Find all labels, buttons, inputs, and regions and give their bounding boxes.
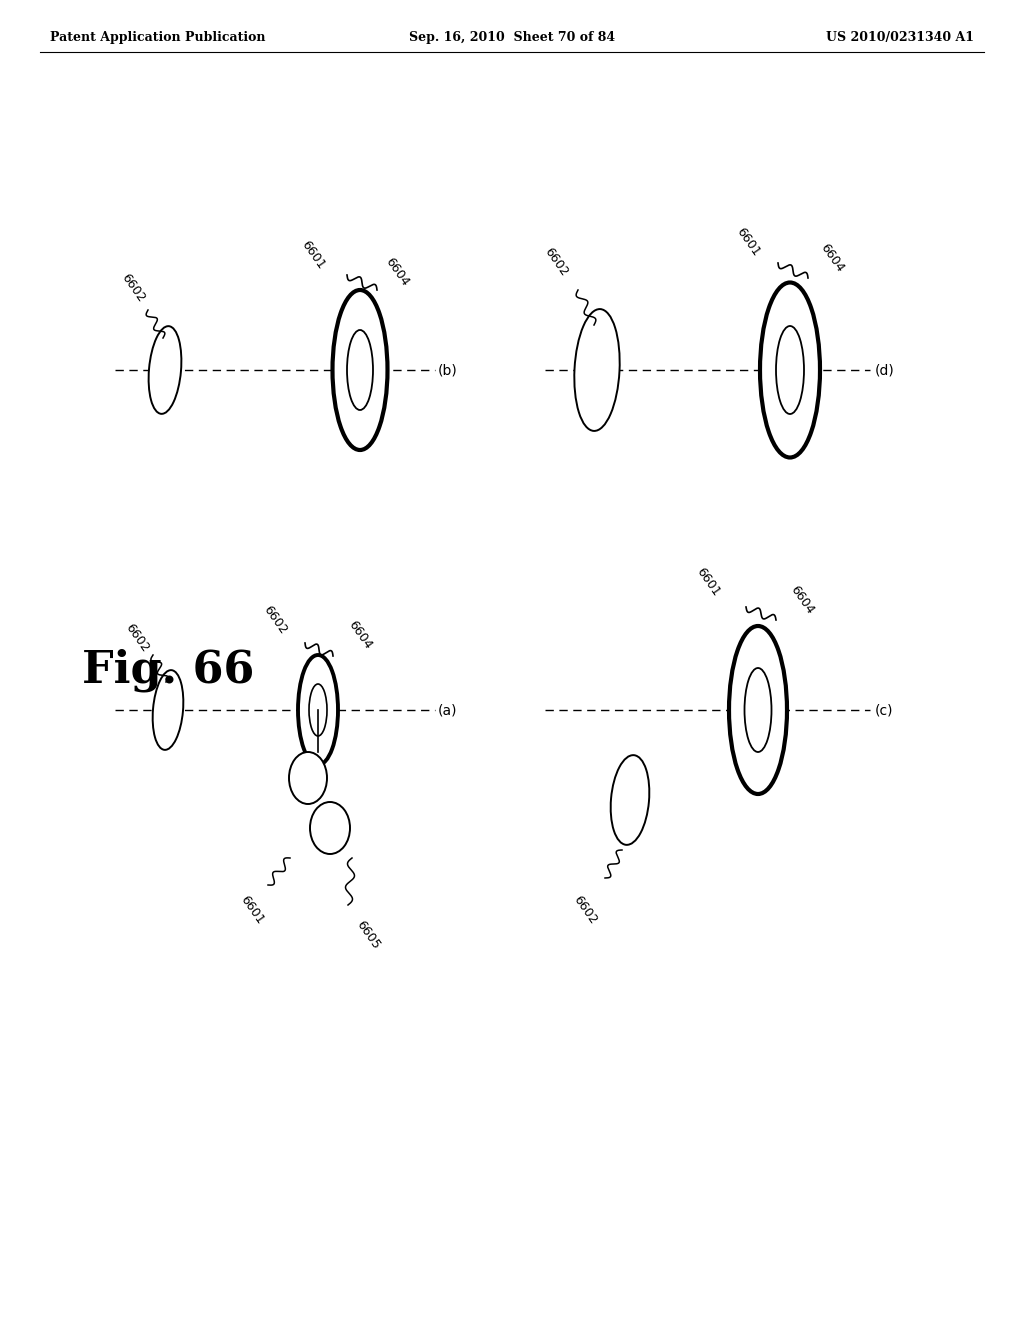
- Ellipse shape: [760, 282, 820, 458]
- Text: 6601: 6601: [693, 565, 722, 599]
- Text: 6602: 6602: [119, 272, 147, 305]
- Ellipse shape: [744, 668, 771, 752]
- Text: (a): (a): [438, 704, 458, 717]
- Ellipse shape: [574, 309, 620, 430]
- Text: 6601: 6601: [238, 894, 266, 927]
- Text: 6604: 6604: [817, 242, 847, 275]
- Ellipse shape: [610, 755, 649, 845]
- Text: 6605: 6605: [353, 919, 382, 952]
- Ellipse shape: [153, 671, 183, 750]
- Text: US 2010/0231340 A1: US 2010/0231340 A1: [826, 32, 974, 45]
- Ellipse shape: [309, 684, 327, 737]
- Text: Sep. 16, 2010  Sheet 70 of 84: Sep. 16, 2010 Sheet 70 of 84: [409, 32, 615, 45]
- Ellipse shape: [289, 752, 327, 804]
- Text: 6602: 6602: [123, 622, 152, 655]
- Text: 6602: 6602: [542, 246, 570, 279]
- Text: 6602: 6602: [260, 603, 290, 636]
- Text: (b): (b): [438, 363, 458, 378]
- Text: 6601: 6601: [299, 239, 328, 272]
- Text: 6604: 6604: [787, 583, 816, 616]
- Ellipse shape: [333, 290, 387, 450]
- Ellipse shape: [148, 326, 181, 414]
- Ellipse shape: [310, 803, 350, 854]
- Ellipse shape: [776, 326, 804, 414]
- Text: 6604: 6604: [383, 255, 412, 289]
- Text: 6602: 6602: [570, 894, 599, 927]
- Text: 6604: 6604: [346, 618, 375, 652]
- Text: Fig. 66: Fig. 66: [82, 648, 254, 692]
- Text: 6601: 6601: [733, 226, 763, 259]
- Text: (c): (c): [874, 704, 894, 717]
- Text: Patent Application Publication: Patent Application Publication: [50, 32, 265, 45]
- Ellipse shape: [298, 655, 338, 766]
- Ellipse shape: [729, 626, 787, 795]
- Ellipse shape: [347, 330, 373, 411]
- Text: (d): (d): [874, 363, 895, 378]
